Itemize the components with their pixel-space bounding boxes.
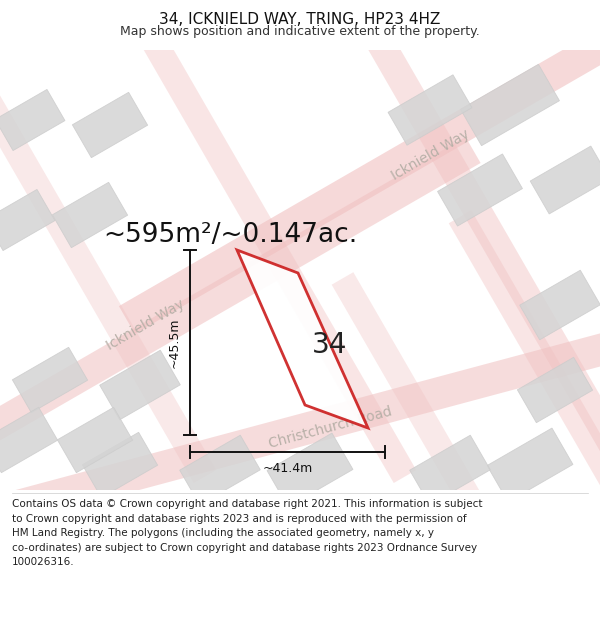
Polygon shape — [179, 435, 260, 505]
Text: 34, ICKNIELD WAY, TRING, HP23 4HZ: 34, ICKNIELD WAY, TRING, HP23 4HZ — [160, 12, 440, 28]
Text: Christchurch Road: Christchurch Road — [267, 405, 393, 451]
Text: ~41.4m: ~41.4m — [262, 461, 313, 474]
Polygon shape — [13, 348, 88, 413]
Polygon shape — [82, 432, 158, 498]
Polygon shape — [487, 428, 573, 502]
Polygon shape — [100, 350, 181, 420]
Polygon shape — [388, 75, 472, 145]
Polygon shape — [410, 435, 490, 505]
Polygon shape — [437, 154, 523, 226]
Polygon shape — [520, 270, 600, 340]
Text: Contains OS data © Crown copyright and database right 2021. This information is : Contains OS data © Crown copyright and d… — [12, 499, 482, 567]
Polygon shape — [0, 321, 600, 529]
Polygon shape — [237, 250, 368, 428]
Polygon shape — [332, 272, 529, 588]
Text: 34: 34 — [313, 331, 347, 359]
Text: ~45.5m: ~45.5m — [167, 318, 181, 368]
Text: Icknield Way: Icknield Way — [104, 297, 187, 353]
Polygon shape — [0, 37, 216, 483]
Polygon shape — [144, 37, 416, 483]
Polygon shape — [58, 408, 133, 472]
Polygon shape — [517, 357, 593, 422]
Polygon shape — [449, 210, 600, 570]
Text: Map shows position and indicative extent of the property.: Map shows position and indicative extent… — [120, 24, 480, 38]
Polygon shape — [461, 64, 559, 146]
Polygon shape — [0, 137, 481, 513]
Polygon shape — [267, 433, 353, 507]
Polygon shape — [0, 89, 65, 151]
Text: ~595m²/~0.147ac.: ~595m²/~0.147ac. — [103, 222, 357, 248]
Polygon shape — [0, 189, 55, 251]
Polygon shape — [52, 182, 128, 248]
Polygon shape — [119, 0, 600, 334]
Text: Icknield Way: Icknield Way — [389, 127, 472, 183]
Polygon shape — [73, 92, 148, 158]
Polygon shape — [0, 408, 58, 472]
Polygon shape — [363, 26, 600, 474]
Polygon shape — [530, 146, 600, 214]
